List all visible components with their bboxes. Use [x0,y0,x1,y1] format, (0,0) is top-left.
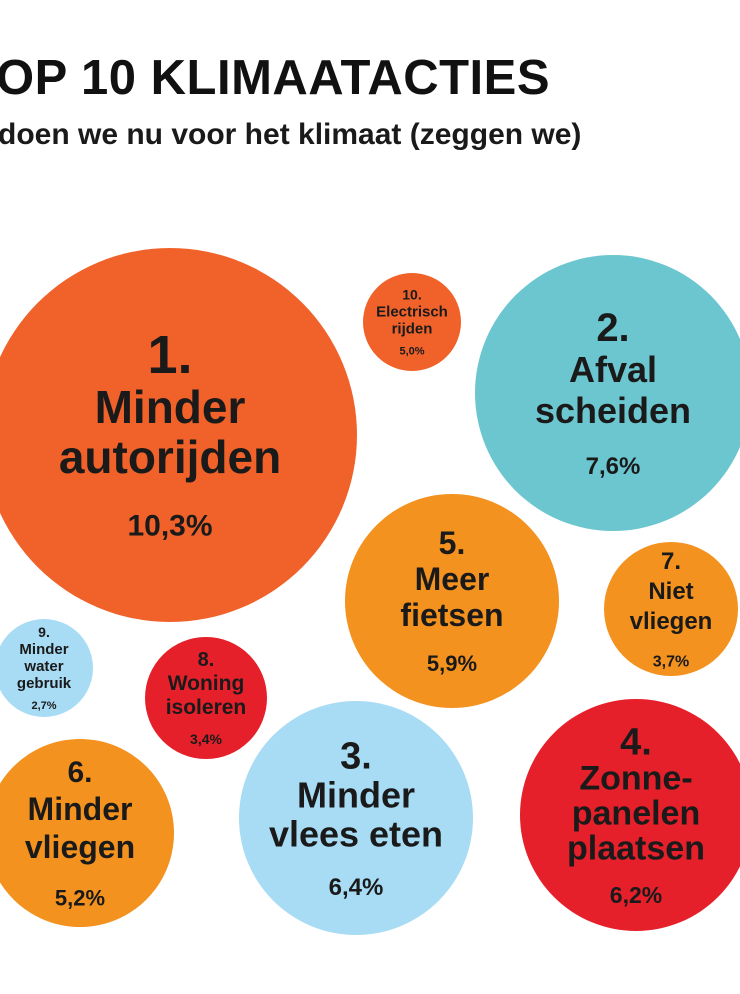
bubble-value: 2,7% [31,700,56,712]
bubble-label: Woning [168,672,245,695]
bubble-label: plaatsen [567,829,705,867]
bubble-rank: 1. [147,325,192,385]
bubble-rank: 10. [402,286,421,302]
bubble-label: Zonne- [579,759,692,797]
bubble-circle [0,619,93,717]
bubble-value: 6,4% [329,874,384,901]
bubble-circle [363,273,461,371]
chart-subtitle: doen we nu voor het klimaat (zeggen we) [0,118,582,151]
bubble-circle [345,494,559,708]
bubble-circle [239,701,473,935]
bubble-circle [604,542,738,676]
bubble-rank: 7. [661,548,681,575]
bubble-rank: 5. [439,525,466,561]
bubble-label: Niet [648,578,693,605]
bubble-circle [520,699,740,931]
bubble-value: 7,6% [586,453,641,480]
bubble-label: gebruik [17,675,72,692]
bubble-value: 3,4% [190,731,222,747]
bubble-rank: 6. [67,756,92,789]
bubble-label: fietsen [400,597,503,633]
bubble-circle [475,255,740,531]
bubble-label: Minder [297,774,415,815]
bubble-value: 3,7% [653,653,689,670]
bubble-value: 5,0% [399,346,424,358]
bubble-rank: 8. [198,649,215,671]
bubble-label: isoleren [166,696,247,719]
bubble-label: Minder [19,641,68,658]
bubble-rank: 4. [620,721,652,763]
bubble-value: 5,2% [55,886,105,911]
bubble-circle [0,739,174,927]
bubble-label: Afval [569,349,657,390]
bubble-label: water [23,658,63,675]
bubble-7: 7. Niet vliegen 3,7% [604,542,738,676]
bubble-circle [145,637,267,759]
bubble-label: panelen [572,794,700,832]
bubble-value: 6,2% [610,882,662,908]
bubble-label: Minder [28,791,133,827]
bubble-label: Meer [415,561,490,597]
bubble-value: 10,3% [127,510,212,543]
bubble-label: Minder [95,381,246,433]
bubble-label: autorijden [59,431,281,483]
bubble-label: vliegen [630,608,713,635]
bubble-rank: 2. [596,306,629,350]
bubble-rank: 3. [340,735,372,777]
bubble-label: vliegen [25,829,135,865]
chart-title: OP 10 KLIMAATACTIES [0,51,551,105]
bubble-value: 5,9% [427,651,477,676]
bubble-label: Electrisch [376,303,448,320]
bubble-label: vlees eten [269,813,443,854]
bubble-label: scheiden [535,390,691,431]
bubble-rank: 9. [38,624,50,640]
bubble-circle [0,248,357,622]
bubble-label: rijden [392,320,433,337]
